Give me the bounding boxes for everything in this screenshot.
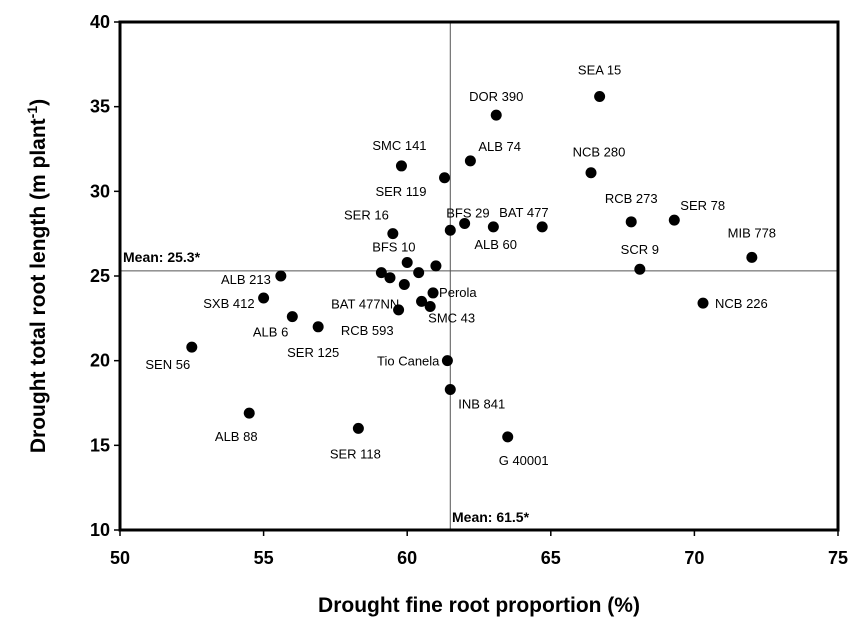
point-labels: SEA 15 DOR 390 SMC 141 ALB 74 NCB 280 SER 119… — [145, 63, 776, 468]
scatter-point — [413, 267, 425, 279]
y-tick-label: 40 — [90, 12, 110, 32]
scatter-point — [625, 216, 637, 228]
point-label: BFS 29 — [446, 205, 489, 220]
scatter-point — [352, 422, 364, 434]
x-tick-label: 65 — [541, 548, 561, 568]
point-label: RCB 593 — [341, 323, 394, 338]
y-axis-title: Drought total root length (m plant-1) — [24, 99, 50, 453]
y-tick-label: 30 — [90, 181, 110, 201]
point-label: Perola — [439, 285, 477, 300]
scatter-point — [375, 267, 387, 279]
y-tick-label: 25 — [90, 266, 110, 286]
scatter-point — [186, 341, 198, 353]
x-tick-label: 50 — [110, 548, 130, 568]
y-tick-label: 10 — [90, 520, 110, 540]
point-label: SER 119 — [375, 184, 426, 199]
x-axis-ticks: 50 55 60 65 70 75 — [110, 530, 848, 568]
point-label: BAT 477 — [499, 205, 548, 220]
scatter-point — [398, 278, 410, 290]
scatter-point — [444, 224, 456, 236]
scatter-point — [393, 304, 405, 316]
point-label: NCB 226 — [715, 296, 768, 311]
point-label: SXB 412 — [203, 296, 254, 311]
point-label: SMC 141 — [372, 138, 426, 153]
point-label: MIB 778 — [728, 225, 776, 240]
point-label: NCB 280 — [573, 145, 626, 160]
x-tick-label: 60 — [397, 548, 417, 568]
y-tick-label: 35 — [90, 97, 110, 117]
scatter-point — [444, 383, 456, 395]
scatter-point — [441, 355, 453, 367]
x-tick-label: 70 — [684, 548, 704, 568]
scatter-point — [746, 251, 758, 263]
scatter-point — [416, 295, 428, 307]
scatter-point — [594, 91, 606, 103]
x-axis-title: Drought fine root proportion (%) — [318, 594, 640, 617]
point-label: ALB 6 — [253, 325, 288, 340]
point-label: SER 125 — [287, 345, 339, 360]
point-label: SER 118 — [330, 446, 381, 461]
data-points — [186, 91, 758, 443]
scatter-point — [387, 228, 399, 240]
scatter-point — [439, 172, 451, 184]
y-axis-title-close: ) — [27, 99, 50, 106]
point-label: SEA 15 — [578, 63, 621, 78]
scatter-point — [490, 109, 502, 121]
x-tick-label: 75 — [828, 548, 848, 568]
scatter-point — [697, 297, 709, 309]
point-label: RCB 273 — [605, 191, 658, 206]
point-label: BFS 10 — [372, 239, 415, 254]
point-label: SMC 43 — [428, 310, 475, 325]
scatter-point — [258, 292, 270, 304]
point-label: ALB 74 — [478, 139, 521, 154]
scatter-point — [668, 214, 680, 226]
scatter-point — [275, 270, 287, 282]
point-label: SEN 56 — [145, 357, 190, 372]
scatter-point — [459, 218, 471, 230]
scatter-point — [286, 311, 298, 323]
scatter-point — [401, 256, 413, 268]
point-label: SER 16 — [344, 208, 389, 223]
scatter-point — [502, 431, 514, 443]
point-label: INB 841 — [458, 396, 505, 411]
scatter-point — [243, 407, 255, 419]
point-label: Tio Canela — [377, 354, 440, 369]
point-label: SCR 9 — [621, 242, 659, 257]
scatter-point — [634, 263, 646, 275]
y-mean-label: Mean: 25.3* — [123, 249, 201, 265]
point-label: DOR 390 — [469, 89, 523, 104]
y-tick-label: 20 — [90, 351, 110, 371]
scatter-point — [424, 300, 436, 312]
scatter-point — [395, 160, 407, 172]
point-label: SER 78 — [680, 198, 725, 213]
scatter-point — [427, 287, 439, 299]
y-axis-title-main: Drought total root length (m plant — [27, 118, 50, 453]
point-label: G 40001 — [499, 453, 549, 468]
point-label: ALB 213 — [221, 272, 271, 287]
x-mean-label: Mean: 61.5* — [452, 509, 530, 525]
scatter-point — [585, 167, 597, 179]
point-label: ALB 88 — [215, 429, 258, 444]
y-axis-title-superscript: -1 — [24, 106, 40, 119]
scatter-point — [536, 221, 548, 233]
scatter-point — [464, 155, 476, 167]
scatter-point — [312, 321, 324, 333]
scatter-point — [487, 221, 499, 233]
scatter-point — [384, 272, 396, 284]
scatter-point — [430, 260, 442, 272]
y-axis-ticks: 10 15 20 25 30 35 40 — [90, 12, 120, 540]
point-label: ALB 60 — [474, 237, 517, 252]
point-label: BAT 477NN — [331, 296, 399, 311]
x-tick-label: 55 — [254, 548, 274, 568]
y-tick-label: 15 — [90, 435, 110, 455]
